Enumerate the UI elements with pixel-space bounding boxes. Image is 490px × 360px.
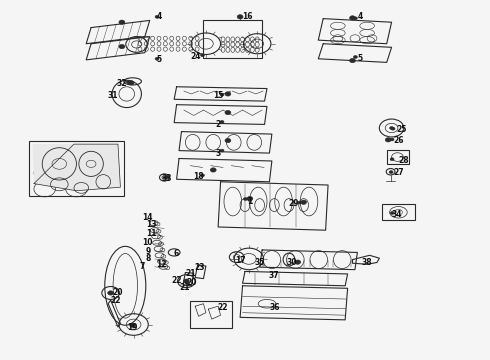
Ellipse shape [200, 174, 204, 177]
Ellipse shape [183, 279, 189, 283]
Text: 4: 4 [157, 12, 162, 21]
Ellipse shape [155, 57, 159, 60]
Text: 18: 18 [193, 172, 204, 181]
Ellipse shape [130, 323, 136, 327]
Ellipse shape [298, 201, 302, 204]
Text: 34: 34 [391, 210, 402, 219]
Text: 15: 15 [213, 91, 223, 100]
Text: 22: 22 [111, 296, 121, 305]
Text: 22: 22 [218, 303, 228, 312]
Bar [382, 204, 415, 220]
Text: 10: 10 [142, 238, 152, 247]
Ellipse shape [247, 197, 253, 201]
Ellipse shape [353, 17, 357, 20]
Text: 35: 35 [254, 258, 265, 267]
Text: 24: 24 [190, 52, 200, 61]
Text: 22: 22 [172, 276, 182, 285]
Text: 33: 33 [162, 174, 172, 183]
Text: 19: 19 [127, 323, 138, 332]
Ellipse shape [390, 138, 394, 141]
Bar [29, 140, 124, 196]
Text: 27: 27 [393, 168, 404, 177]
Text: 16: 16 [242, 12, 253, 21]
Ellipse shape [390, 212, 394, 215]
Text: 5: 5 [357, 54, 363, 63]
Ellipse shape [391, 127, 395, 130]
Text: 4: 4 [357, 12, 363, 21]
Ellipse shape [126, 81, 130, 84]
Text: 14: 14 [142, 213, 152, 222]
Text: 37: 37 [269, 270, 280, 279]
Bar [190, 301, 232, 328]
Ellipse shape [220, 149, 224, 152]
Ellipse shape [220, 121, 224, 123]
Ellipse shape [244, 198, 247, 201]
Text: 23: 23 [195, 264, 205, 273]
Text: 32: 32 [117, 79, 127, 88]
Text: 6: 6 [174, 249, 179, 258]
Ellipse shape [390, 127, 393, 130]
Bar [203, 21, 262, 58]
Ellipse shape [389, 171, 393, 174]
Ellipse shape [237, 15, 243, 19]
Text: 20: 20 [113, 288, 123, 297]
Text: 12: 12 [156, 260, 166, 269]
Ellipse shape [155, 15, 159, 18]
Text: 9: 9 [146, 247, 151, 256]
Text: 2: 2 [216, 120, 221, 129]
Ellipse shape [128, 81, 134, 85]
Ellipse shape [349, 58, 355, 63]
Bar [387, 150, 409, 164]
Ellipse shape [349, 16, 355, 20]
Text: 26: 26 [393, 136, 404, 145]
Ellipse shape [385, 138, 391, 142]
Text: 1: 1 [247, 197, 252, 206]
Text: 28: 28 [398, 156, 409, 165]
Text: 8: 8 [146, 255, 151, 264]
Ellipse shape [225, 138, 231, 143]
Text: 21: 21 [185, 269, 196, 278]
Text: 13: 13 [146, 220, 156, 229]
Text: 17: 17 [235, 256, 245, 265]
Ellipse shape [353, 55, 357, 58]
Text: 31: 31 [108, 91, 118, 100]
Text: 30: 30 [286, 258, 296, 267]
Ellipse shape [200, 54, 204, 57]
Ellipse shape [119, 20, 125, 24]
Ellipse shape [108, 291, 114, 295]
Ellipse shape [163, 176, 166, 179]
Text: 11: 11 [146, 229, 156, 238]
Text: 29: 29 [289, 199, 299, 208]
Ellipse shape [119, 44, 125, 49]
Text: 38: 38 [362, 258, 372, 267]
Ellipse shape [225, 111, 231, 115]
Ellipse shape [295, 260, 301, 264]
Ellipse shape [220, 93, 224, 96]
Text: 5: 5 [157, 55, 162, 64]
Text: 36: 36 [269, 303, 280, 312]
Ellipse shape [165, 176, 169, 179]
Ellipse shape [210, 168, 216, 172]
Text: 7: 7 [140, 262, 145, 271]
Text: 25: 25 [396, 125, 407, 134]
Polygon shape [32, 144, 121, 191]
Text: 20: 20 [186, 278, 196, 287]
Ellipse shape [225, 92, 231, 96]
Text: 21: 21 [179, 283, 190, 292]
Ellipse shape [301, 200, 307, 204]
Text: 3: 3 [216, 149, 221, 158]
Ellipse shape [390, 158, 394, 161]
